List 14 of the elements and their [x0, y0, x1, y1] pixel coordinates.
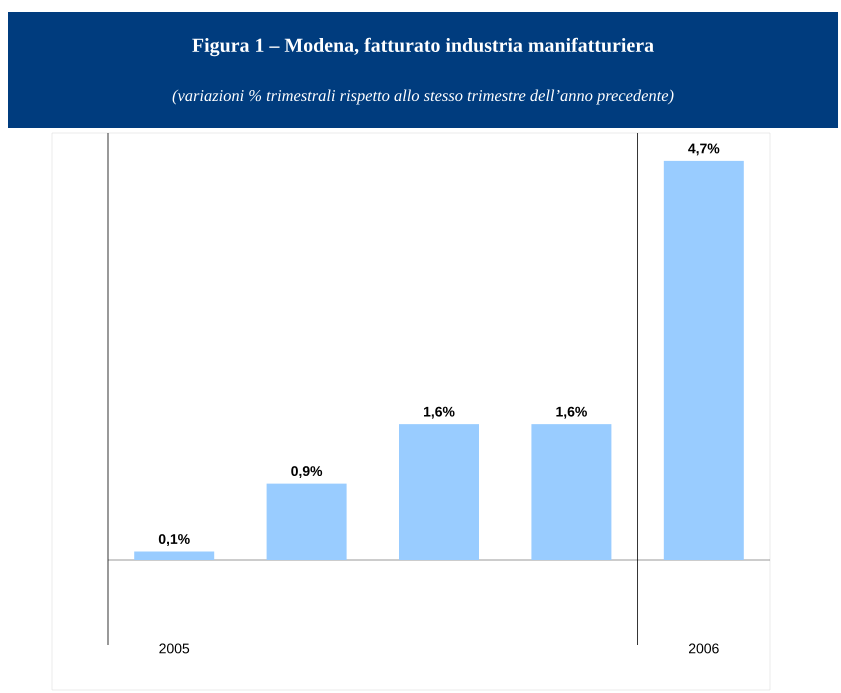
data-label: 4,7% [688, 144, 720, 156]
x-tick-label: 2006 [688, 644, 719, 654]
bar [664, 160, 744, 560]
data-label: 1,6% [424, 406, 455, 419]
chart-title: Figura 1 – Modena, fatturato industria manifatturiera [192, 38, 654, 56]
data-label: 0,1% [158, 534, 190, 546]
bar [266, 484, 347, 560]
chart-subtitle: (variazioni % trimestrali rispetto allo stesso trimestre dell’anno precedente) [172, 90, 674, 104]
bar [531, 424, 612, 560]
bar [399, 424, 480, 560]
data-label: 1,6% [556, 406, 587, 419]
data-label: 0,9% [291, 466, 322, 478]
bar [134, 552, 214, 560]
x-tick-label: 2005 [159, 644, 190, 654]
